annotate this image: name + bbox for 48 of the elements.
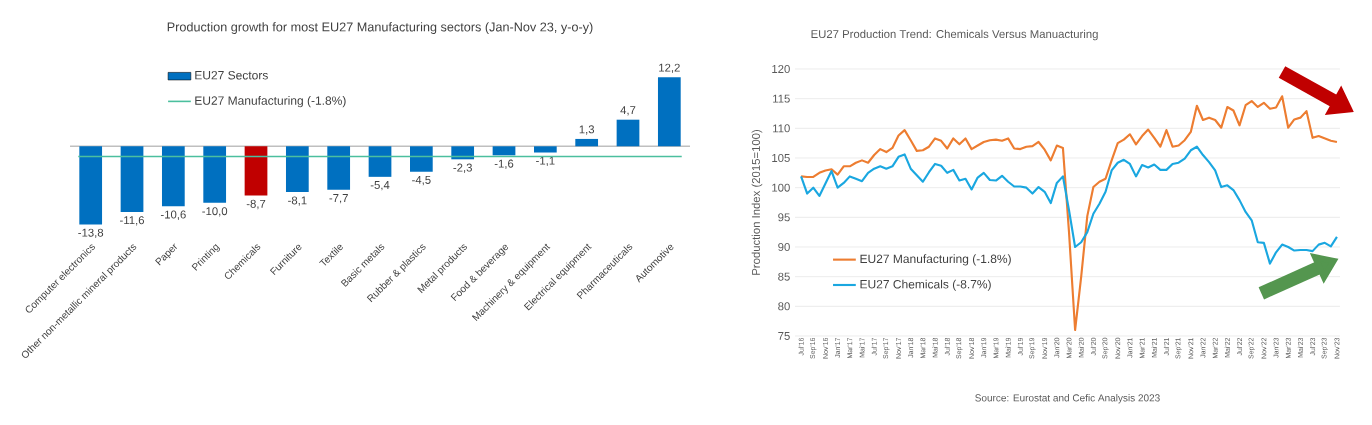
data-label: -2,3 [453, 163, 472, 173]
line-series [800, 145, 1339, 265]
bar [657, 77, 681, 147]
y-tick-label: 105 [772, 153, 790, 162]
bar [120, 146, 144, 212]
chart-title: Production growth for most EU27 Manufacturing sectors (Jan-Nov 23, y-o-y) [167, 22, 593, 34]
bar [285, 146, 309, 193]
y-tick-label: 100 [772, 183, 790, 192]
legend-label: EU27 Sectors [195, 70, 268, 80]
bar [575, 138, 599, 147]
data-label: -4,5 [412, 176, 431, 186]
data-label: -5,4 [370, 181, 390, 191]
y-tick-label: 115 [773, 94, 790, 103]
bar [244, 146, 268, 196]
y-tick-label: 95 [778, 213, 790, 222]
data-label: -13,8 [78, 228, 104, 238]
bar [161, 146, 185, 207]
y-axis-title: Production Index (2015=100) [751, 129, 763, 275]
y-tick-label: 80 [778, 302, 790, 311]
legend-label: EU27 Manufacturing (-1.8%) [860, 254, 1011, 266]
bar [368, 146, 392, 177]
bar [327, 146, 351, 190]
bar [203, 146, 227, 203]
data-label: 1,3 [579, 125, 595, 135]
bar [616, 119, 640, 147]
data-label: 4,7 [620, 106, 636, 116]
legend-label: EU27 Manufacturing (-1.8%) [195, 96, 346, 108]
legend-label: EU27 Chemicals (-8.7%) [860, 279, 991, 291]
bar [533, 146, 557, 153]
y-tick-label: 75 [778, 332, 790, 340]
y-tick-label: 90 [778, 242, 790, 251]
bar [79, 146, 103, 225]
y-tick-label: 85 [778, 272, 790, 281]
bar [409, 146, 433, 172]
data-label: -7,7 [329, 194, 348, 204]
data-label: 12,2 [659, 63, 680, 73]
y-tick-label: 120 [772, 65, 790, 73]
chart-title: EU27 Production Trend: Chemicals Versus Manuacturing [811, 29, 1098, 41]
data-label: -1,6 [494, 159, 514, 169]
data-label: -10,6 [160, 210, 186, 220]
y-tick-label: 110 [773, 124, 790, 133]
data-label: -8,7 [246, 199, 266, 210]
data-label: -11,6 [120, 216, 145, 226]
data-label: -1,1 [536, 156, 555, 167]
data-label: -8,1 [288, 196, 307, 206]
bar [492, 146, 516, 156]
data-label: -10,0 [202, 207, 228, 217]
source-note: Source: Eurostat and Cefic Analysis 2023 [975, 394, 1160, 404]
